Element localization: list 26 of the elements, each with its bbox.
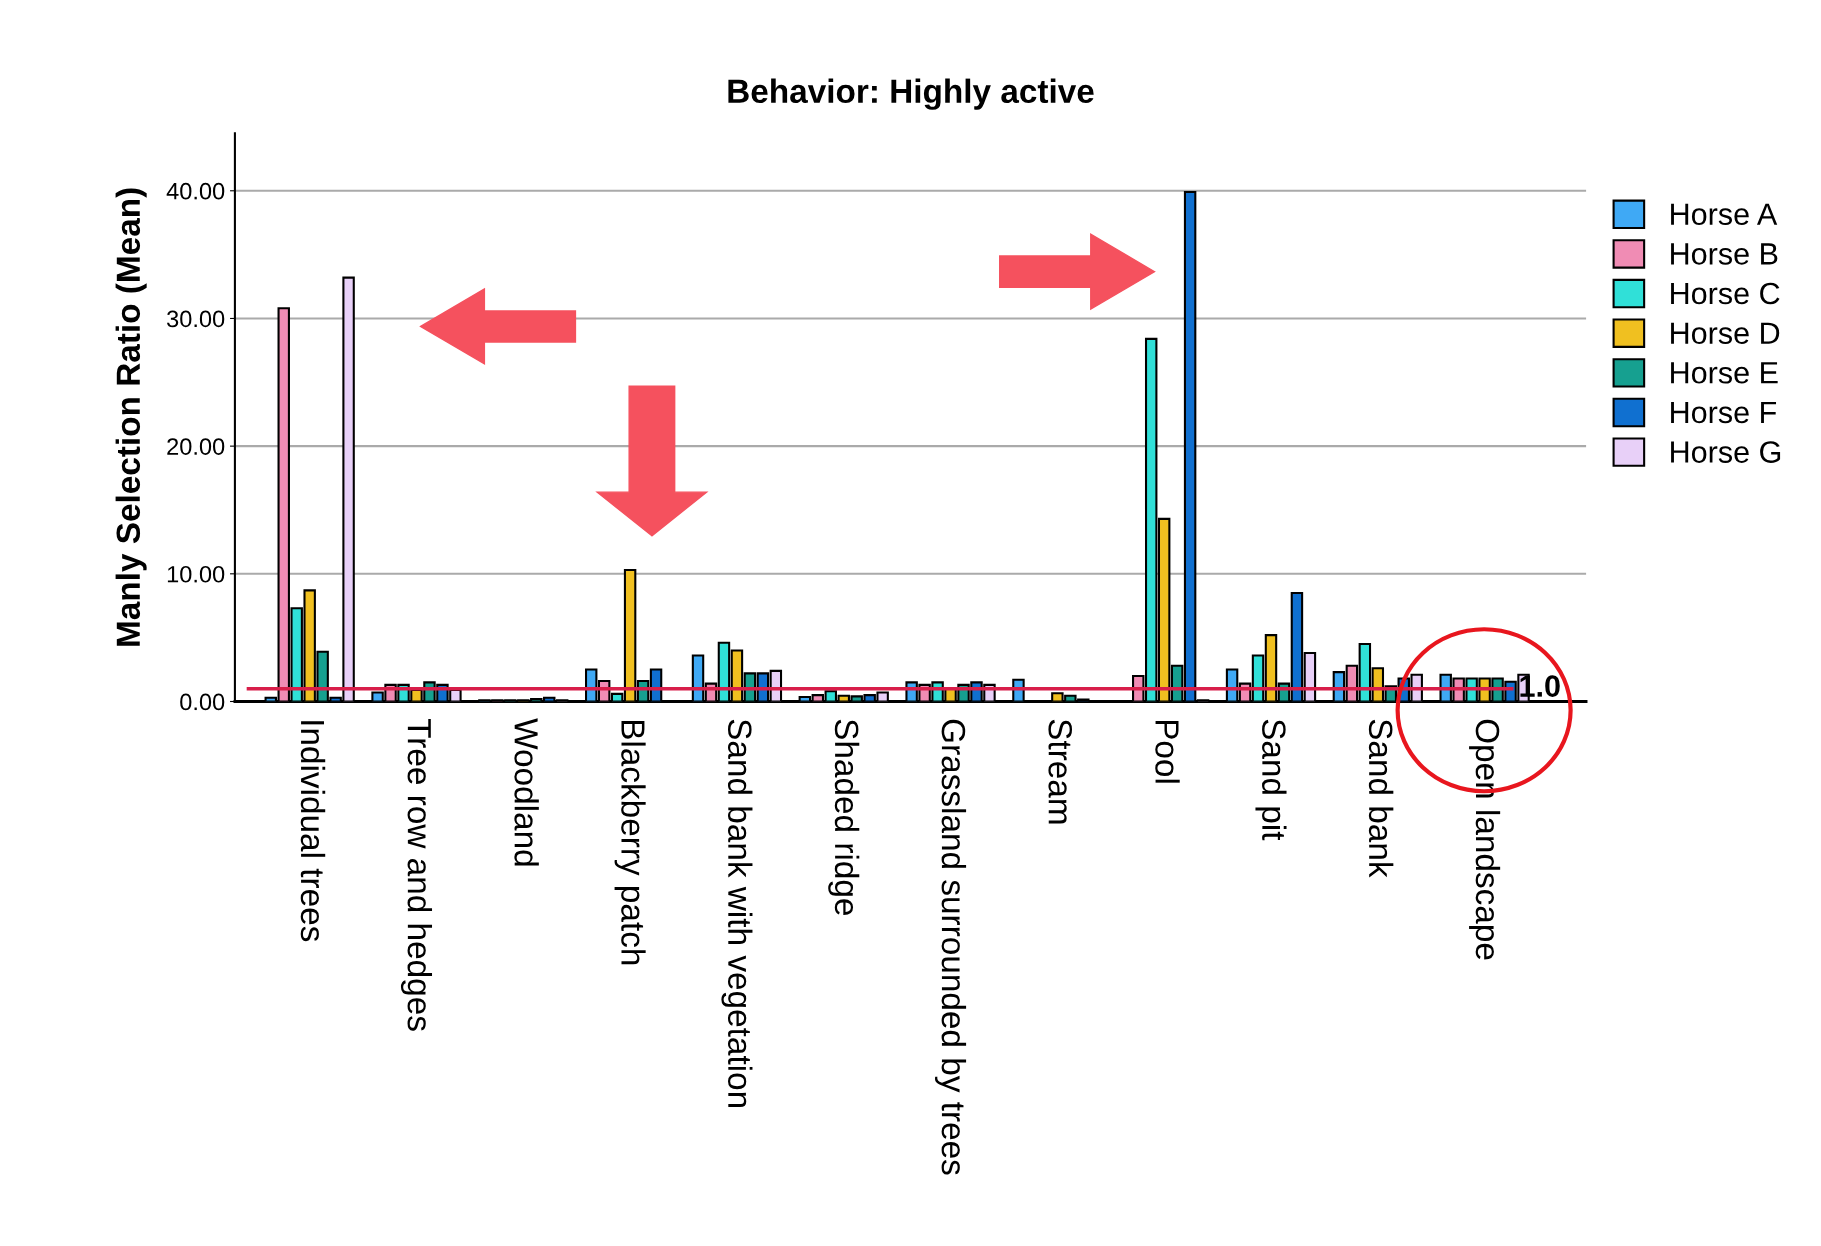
y-axis-title: Manly Selection Ratio (Mean) xyxy=(115,188,147,646)
chart-title: Behavior: Highly active xyxy=(728,78,1094,110)
legend-label: Horse C xyxy=(1671,282,1780,305)
x-tick-label: Sand bank xyxy=(1368,719,1394,878)
x-tick-label: Blackberry patch xyxy=(614,720,646,965)
x-tick-label: Tree row and hedges xyxy=(400,718,433,1031)
legend-label: Horse E xyxy=(1671,362,1778,384)
legend-label: Horse G xyxy=(1671,441,1781,463)
x-tick-label: Sand pit xyxy=(1255,719,1287,841)
legend-label: Horse A xyxy=(1671,203,1778,226)
y-tick-label: 30.00 xyxy=(167,310,225,328)
x-tick-label: Open landscape xyxy=(1469,719,1501,960)
y-tick-label: 0.00 xyxy=(180,693,225,711)
legend-label: Horse F xyxy=(1671,401,1777,424)
x-tick-label: Woodland xyxy=(514,718,539,866)
y-tick-label: 10.00 xyxy=(167,565,225,583)
x-tick-label: Pool xyxy=(1155,720,1180,783)
legend-label: Horse B xyxy=(1671,243,1778,265)
x-tick-label: Shaded ridge xyxy=(828,719,860,915)
y-tick-label: 40.00 xyxy=(166,182,225,200)
x-tick-label: Stream xyxy=(1048,719,1073,824)
y-tick-label: 20.00 xyxy=(167,438,225,455)
x-tick-label: Individual trees xyxy=(300,721,326,942)
legend-label: Horse D xyxy=(1671,322,1780,344)
x-tick-label: Grassland surrounded by trees xyxy=(935,719,967,1175)
x-tick-label: Sand bank with vegetation xyxy=(721,719,753,1108)
